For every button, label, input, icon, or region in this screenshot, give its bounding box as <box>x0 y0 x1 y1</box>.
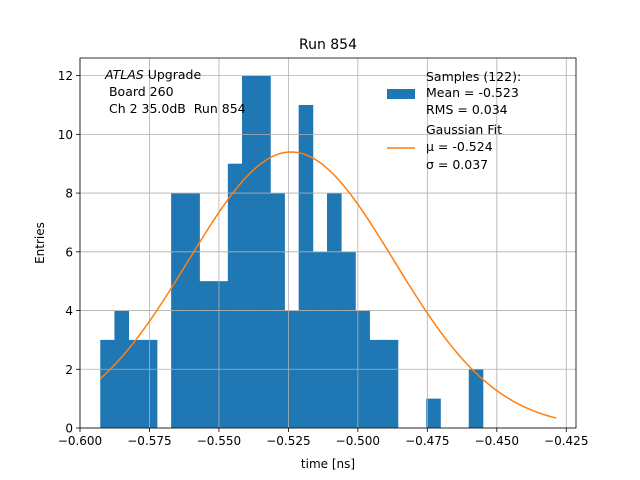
x-tick-label: −0.475 <box>405 434 449 448</box>
histogram-bar <box>312 251 328 428</box>
histogram-bar <box>100 339 115 428</box>
histogram-bar <box>227 163 243 428</box>
y-tick-label: 2 <box>65 363 73 377</box>
legend-mean-label: Mean = -0.523 <box>426 85 519 100</box>
legend-fit-label: Gaussian Fit <box>426 122 502 137</box>
histogram-bar <box>426 398 441 428</box>
x-tick-label: −0.600 <box>58 434 102 448</box>
gaussian-fit-curve <box>99 151 557 419</box>
histogram-bar <box>213 281 229 428</box>
histogram-bar <box>383 339 399 428</box>
x-tick-label: −0.550 <box>197 434 241 448</box>
legend-mu-label: μ = -0.524 <box>426 139 493 154</box>
y-tick-label: 4 <box>65 304 73 318</box>
y-tick-label: 0 <box>65 422 73 436</box>
x-tick-label: −0.425 <box>544 434 588 448</box>
y-axis-ticks: 0 2 4 6 8 10 12 <box>58 69 80 436</box>
upgrade-label: Upgrade <box>144 67 202 82</box>
x-tick-label: −0.500 <box>336 434 380 448</box>
legend: Samples (122): Mean = -0.523 RMS = 0.034… <box>387 69 521 172</box>
axes-frame <box>79 57 577 429</box>
legend-sigma-label: σ = 0.037 <box>426 157 488 172</box>
y-tick-label: 12 <box>58 69 73 83</box>
atlas-annotation: ATLAS Upgrade Board 260 Ch 2 35.0dB Run … <box>104 67 246 116</box>
x-tick-label: −0.525 <box>266 434 310 448</box>
y-tick-label: 8 <box>65 187 73 201</box>
legend-samples-label: Samples (122): <box>426 69 521 84</box>
histogram-bar <box>128 339 144 428</box>
x-tick-label: −0.450 <box>475 434 519 448</box>
histogram-bar <box>199 281 215 428</box>
histogram-bar <box>142 339 158 428</box>
x-tick-label: −0.575 <box>127 434 171 448</box>
atlas-label: ATLAS <box>104 67 144 82</box>
annotation-channel-run: Ch 2 35.0dB Run 854 <box>105 101 246 116</box>
histogram-bar <box>298 104 314 428</box>
annotation-line-1: ATLAS Upgrade <box>104 67 201 82</box>
plot-area <box>79 57 577 429</box>
annotation-board: Board 260 <box>105 84 174 99</box>
legend-rms-label: RMS = 0.034 <box>426 102 508 117</box>
histogram-bar <box>369 339 385 428</box>
histogram-bar <box>341 251 356 428</box>
grid-lines <box>79 58 576 429</box>
y-tick-label: 10 <box>58 128 73 142</box>
legend-swatch-histogram <box>387 89 415 99</box>
y-tick-label: 6 <box>65 245 73 259</box>
histogram-bar <box>468 369 484 428</box>
x-axis-ticks: −0.600 −0.575 −0.550 −0.525 −0.500 −0.475 −0.4… <box>58 428 588 448</box>
y-axis-label: Entries <box>33 222 47 264</box>
chart-title: Run 854 <box>299 37 357 53</box>
x-axis-label: time [ns] <box>301 457 355 471</box>
